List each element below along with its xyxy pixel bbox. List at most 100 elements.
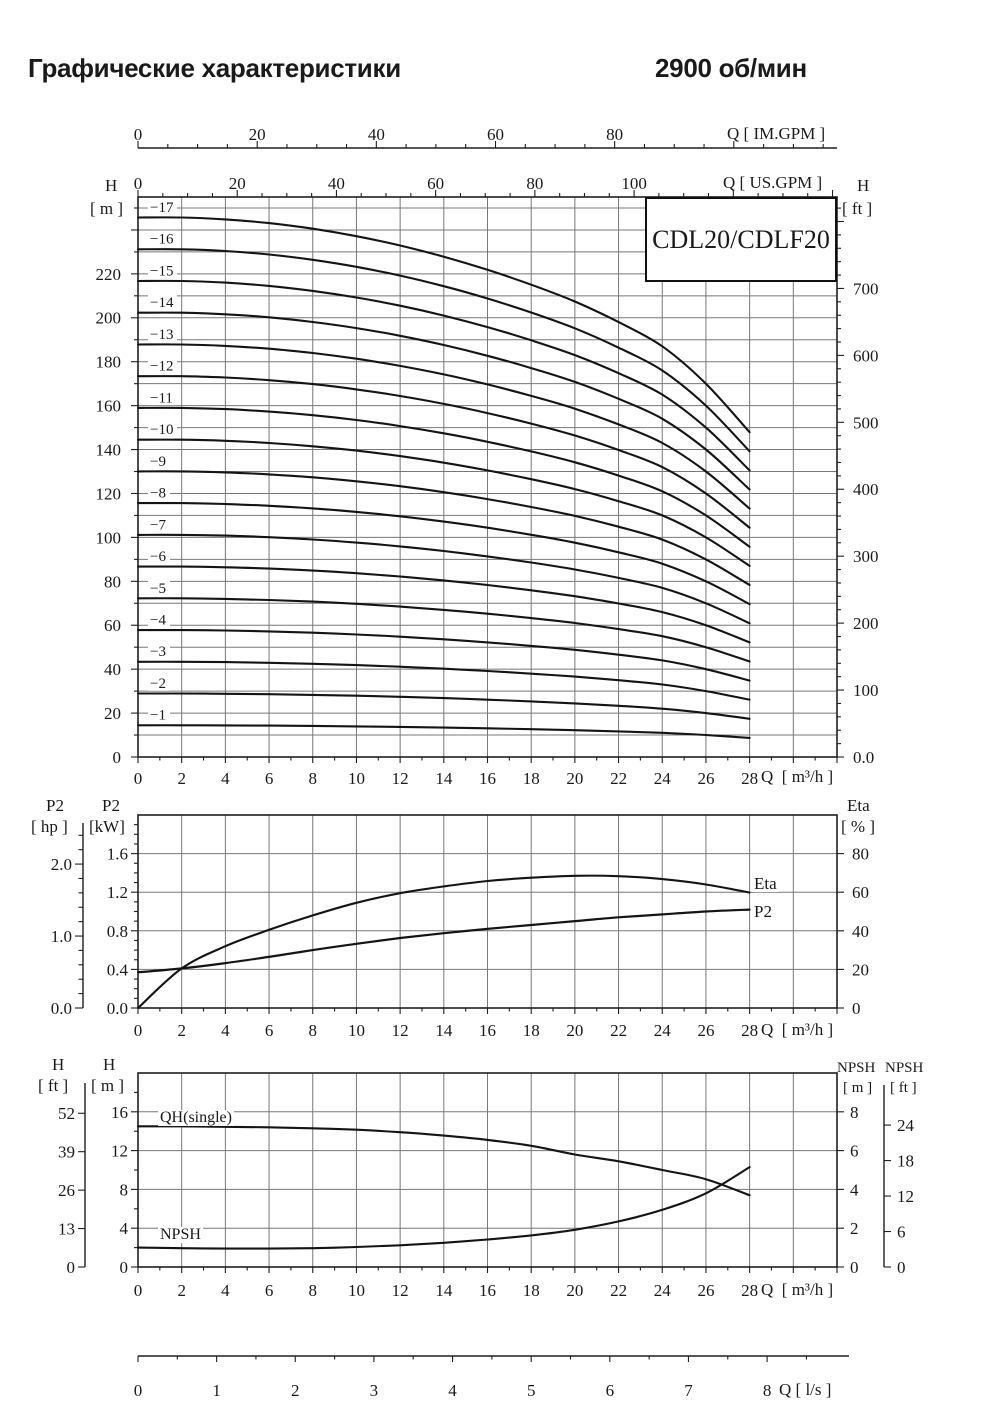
eta-curve-label: Eta bbox=[752, 874, 779, 893]
mid-chart-grid bbox=[138, 815, 837, 1008]
h-ft-single-tick-label: 0 bbox=[67, 1258, 76, 1277]
x-tick-label: 4 bbox=[221, 1281, 230, 1300]
stage-label-4: −4 bbox=[150, 613, 166, 629]
h-ft-single-tick-label: 39 bbox=[58, 1143, 75, 1162]
npsh-ft-tick-label: 6 bbox=[897, 1222, 906, 1241]
stage-label-1: −1 bbox=[150, 708, 166, 724]
x-tick-label: 8 bbox=[309, 1281, 318, 1300]
npsh-m-tick-label: 2 bbox=[850, 1219, 859, 1238]
stage-label-16: −16 bbox=[150, 232, 174, 248]
curve-stage-11 bbox=[136, 406, 751, 548]
q-m3h-axis-title-bottom: Q [ m³/h ] bbox=[761, 1280, 834, 1299]
ls-tick-label: 0 bbox=[134, 1381, 143, 1400]
stage-label-11: −11 bbox=[150, 390, 173, 406]
x-tick-label: 12 bbox=[392, 1021, 409, 1040]
model-label: CDL20/CDLF20 bbox=[652, 224, 830, 254]
h-ft-tick-label: 400 bbox=[853, 480, 879, 499]
p2-hp-axis-title: P2 bbox=[46, 796, 64, 815]
p2-kw-tick-label: 1.2 bbox=[107, 883, 128, 902]
curve-stage-17 bbox=[136, 216, 751, 434]
x-tick-label: 28 bbox=[741, 769, 758, 788]
us-gpm-tick-label: 20 bbox=[229, 174, 246, 193]
x-tick-label: 24 bbox=[654, 1021, 672, 1040]
stage-label-bg bbox=[148, 642, 170, 659]
im-gpm-tick-label: 40 bbox=[368, 125, 385, 144]
ls-tick-label: 3 bbox=[370, 1381, 379, 1400]
x-tick-label: 16 bbox=[479, 1281, 496, 1300]
single-head-ft-axis-title: H bbox=[52, 1055, 65, 1074]
p2-kw-tick-label: 0.4 bbox=[107, 960, 129, 979]
npsh-ft-axis-title: NPSH bbox=[885, 1060, 924, 1076]
x-tick-label: 4 bbox=[221, 769, 230, 788]
eta-tick-label: 80 bbox=[852, 845, 869, 864]
h-m-tick-label: 40 bbox=[104, 660, 121, 679]
stage-label-bg bbox=[148, 674, 170, 691]
stage-label-bg bbox=[148, 706, 170, 723]
x-tick-label: 10 bbox=[348, 1021, 365, 1040]
p2-curve-label: P2 bbox=[752, 902, 774, 921]
x-tick-label: 16 bbox=[479, 1021, 496, 1040]
ls-tick-label: 6 bbox=[606, 1381, 615, 1400]
h-ft-single-tick-label: 52 bbox=[58, 1104, 75, 1123]
curve-stage-3 bbox=[136, 660, 751, 701]
x-tick-label: 8 bbox=[309, 769, 318, 788]
stage-label-bg bbox=[148, 420, 177, 437]
stage-label-bg bbox=[148, 262, 177, 279]
stage-label-bg bbox=[148, 547, 170, 564]
h-ft-single-tick-label: 13 bbox=[58, 1220, 75, 1239]
stage-label-bg bbox=[148, 579, 170, 596]
npsh-m-axis-unit: [ m ] bbox=[843, 1080, 873, 1096]
h-ft-tick-label: 500 bbox=[853, 413, 879, 432]
single-head-m-axis-title: H bbox=[103, 1055, 116, 1074]
h-m-tick-label: 60 bbox=[104, 616, 121, 635]
x-tick-label: 22 bbox=[610, 769, 627, 788]
curve-npsh bbox=[136, 1166, 751, 1250]
curve-stage-9 bbox=[136, 470, 751, 587]
mid-chart-curves bbox=[136, 874, 751, 1010]
curve-stage-1 bbox=[136, 724, 751, 739]
npsh-ft-tick-label: 0 bbox=[897, 1258, 906, 1277]
single-head-ft-axis-unit: [ ft ] bbox=[38, 1076, 69, 1095]
x-tick-label: 22 bbox=[610, 1281, 627, 1300]
p2-kw-tick-label: 1.6 bbox=[107, 845, 128, 864]
stage-label-13: −13 bbox=[150, 327, 173, 343]
us-gpm-tick-label: 100 bbox=[621, 174, 647, 193]
x-tick-label: 14 bbox=[435, 769, 453, 788]
stage-label-bg bbox=[148, 325, 177, 342]
x-tick-label: 12 bbox=[392, 769, 409, 788]
h-m-single-tick-label: 16 bbox=[111, 1103, 128, 1122]
x-tick-label: 14 bbox=[435, 1281, 453, 1300]
curve-stage-14 bbox=[136, 311, 751, 491]
h-ft-tick-label: 0.0 bbox=[853, 748, 874, 767]
bottom-chart-curves bbox=[136, 1125, 751, 1250]
curve-stage-2 bbox=[136, 692, 751, 720]
curve-qh-single bbox=[136, 1125, 751, 1197]
ls-axis: 0 1 2 3 4 5 6 7 8 bbox=[134, 1355, 849, 1400]
x-tick-label: 0 bbox=[134, 1281, 143, 1300]
ls-tick-label: 7 bbox=[684, 1381, 693, 1400]
h-m-tick-label: 220 bbox=[96, 265, 122, 284]
speed-label: 2900 об/мин bbox=[655, 53, 807, 83]
top-gpm-axes: 0 20 40 60 80 100 0 20 40 60 80 bbox=[134, 125, 837, 197]
x-tick-label: 10 bbox=[348, 1281, 365, 1300]
curve-stage-15 bbox=[136, 279, 751, 472]
h-m-tick-label: 140 bbox=[96, 440, 122, 459]
eta-tick-label: 0 bbox=[852, 999, 861, 1018]
main-chart-curves bbox=[136, 216, 751, 739]
h-m-tick-label: 0 bbox=[113, 748, 122, 767]
us-gpm-tick-label: 40 bbox=[328, 174, 345, 193]
p2-kw-tick-label: 0.8 bbox=[107, 922, 128, 941]
p2-hp-tick-label: 1.0 bbox=[51, 927, 72, 946]
stage-label-bg bbox=[148, 516, 170, 533]
us-gpm-tick-label: 0 bbox=[134, 174, 143, 193]
h-m-tick-label: 120 bbox=[96, 484, 122, 503]
stage-label-12: −12 bbox=[150, 359, 173, 375]
curve-stage-7 bbox=[136, 533, 751, 625]
stage-label-17: −17 bbox=[150, 200, 174, 216]
x-tick-label: 28 bbox=[741, 1021, 758, 1040]
npsh-m-axis-title: NPSH bbox=[837, 1060, 876, 1076]
p2-kw-axis-title: P2 bbox=[102, 796, 120, 815]
ls-tick-label: 8 bbox=[763, 1381, 772, 1400]
stage-label-14: −14 bbox=[150, 295, 174, 311]
x-tick-label: 22 bbox=[610, 1021, 627, 1040]
